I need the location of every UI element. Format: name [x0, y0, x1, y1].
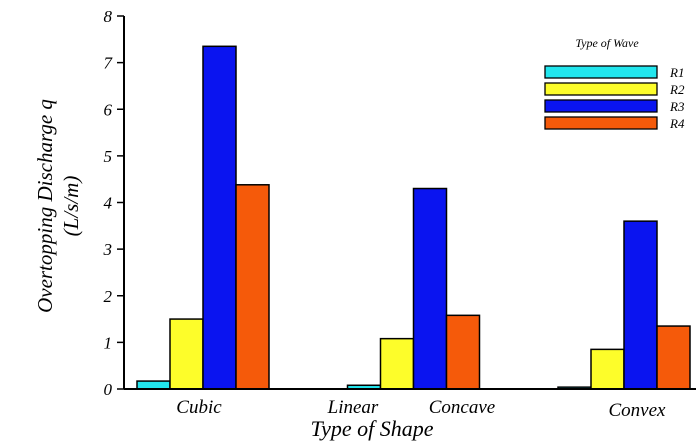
y-tick-label: 6 — [104, 100, 113, 119]
bar-r2-linear — [379, 337, 415, 390]
x-tick-label-linear: Linear — [327, 397, 379, 418]
bar-r4-linear — [445, 314, 481, 390]
legend-label-r3: R3 — [669, 99, 685, 114]
y-axis-label: Overtopping Discharge q (L/s/m) — [33, 99, 83, 313]
legend-swatch-r2 — [544, 82, 658, 96]
legend: Type of Wave R1 R2 R3 R4 — [544, 36, 685, 131]
bar-r3-linear — [412, 187, 448, 390]
legend-swatch-r1 — [544, 65, 658, 79]
y-axis-ticks: 0 1 2 3 4 5 6 7 8 — [103, 7, 124, 399]
y-tick-label: 5 — [104, 147, 113, 166]
y-tick-label: 4 — [104, 194, 113, 213]
y-tick-label: 8 — [104, 7, 113, 26]
legend-swatch-r3 — [544, 99, 658, 113]
bar-r4-cubic — [235, 184, 270, 390]
y-tick-label: 3 — [103, 240, 113, 259]
y-tick-label: 0 — [104, 380, 113, 399]
bar-r3-concave — [623, 220, 658, 390]
x-axis-tick-labels: Cubic Linear Concave Convex — [176, 397, 666, 421]
y-axis-label-line1: Overtopping Discharge q — [33, 99, 57, 313]
x-axis-label: Type of Shape — [310, 416, 433, 441]
x-tick-label-cubic: Cubic — [176, 397, 222, 418]
y-tick-label: 1 — [104, 333, 113, 352]
bar-r3-cubic — [202, 45, 237, 390]
bar-r4-concave — [656, 325, 691, 390]
legend-label-r1: R1 — [669, 65, 684, 80]
legend-title: Type of Wave — [575, 36, 639, 50]
x-tick-label-concave: Concave — [429, 397, 495, 418]
bar-r1-cubic — [136, 380, 171, 390]
legend-swatch-r4 — [544, 116, 658, 130]
y-tick-label: 7 — [104, 54, 114, 73]
legend-label-r4: R4 — [669, 116, 685, 131]
bar-r2-concave — [590, 348, 625, 390]
x-tick-label-convex: Convex — [609, 400, 667, 421]
y-axis-label-line2: (L/s/m) — [59, 176, 83, 237]
bar-r2-cubic — [169, 318, 204, 390]
y-tick-label: 2 — [104, 287, 113, 306]
bars — [136, 45, 691, 390]
legend-label-r2: R2 — [669, 82, 685, 97]
